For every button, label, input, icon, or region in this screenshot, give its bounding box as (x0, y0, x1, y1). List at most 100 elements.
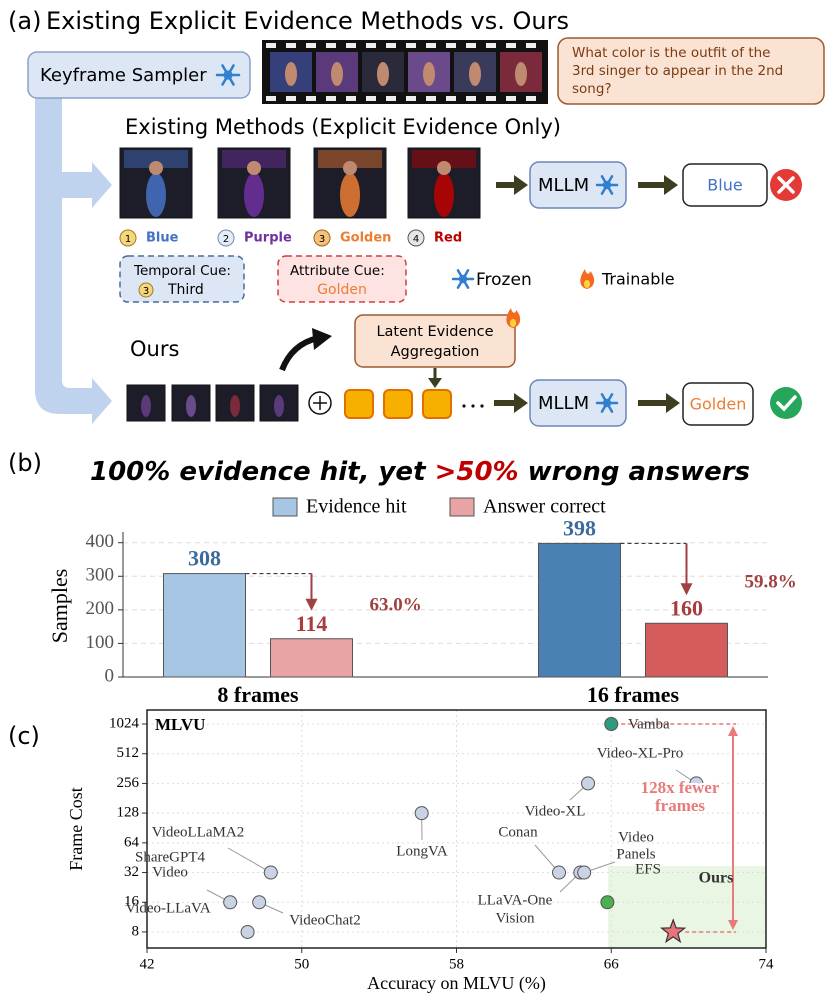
chart-title: 100% evidence hit, yet >50% wrong answer… (90, 457, 750, 487)
y-tick-label: 256 (117, 775, 140, 791)
film-figure (423, 62, 435, 86)
mllm-box (529, 379, 627, 427)
film-figure (285, 62, 297, 86)
plot-frame (146, 709, 767, 949)
value-label: 114 (296, 611, 328, 636)
leader-line (227, 847, 272, 873)
annotation-arrow-head (728, 919, 738, 930)
answer-correct: Golden (690, 395, 747, 414)
y-axis-label: Frame Cost (66, 787, 86, 871)
fire-icon (506, 308, 521, 328)
answer-box (682, 163, 768, 207)
point-label: Video-XL (525, 803, 586, 819)
medal (407, 229, 425, 247)
keyframe-light (412, 150, 476, 168)
bar (538, 542, 621, 678)
point (252, 895, 267, 910)
drop-arrow-head (680, 583, 693, 596)
question-line: 3rd singer to appear in the 2nd (572, 63, 783, 79)
attribute-cue-value: Golden (317, 282, 367, 298)
medal-number: 1 (125, 234, 131, 245)
sprocket (266, 43, 276, 48)
point-label: Vamba (628, 716, 670, 732)
sampler-box (27, 51, 251, 99)
sprocket (286, 96, 296, 101)
x-tick-label: 8 frames (217, 682, 299, 707)
ours-frame-figure (141, 395, 151, 417)
bar (270, 638, 353, 678)
annotation-text: frames (655, 796, 705, 815)
y-axis-label: Samples (47, 569, 72, 644)
film-figure (377, 62, 389, 86)
panel-label: (c) (8, 722, 40, 750)
x-axis-label: Accuracy on MLVU (%) (367, 973, 546, 994)
point-label: Video (618, 829, 654, 845)
y-tick-label: 512 (117, 745, 140, 761)
medal-number: 2 (223, 234, 229, 245)
keyframe-head (343, 161, 357, 175)
sprocket (386, 96, 396, 101)
medal-number: 3 (319, 234, 325, 245)
keyframes: 1 Blue 2 Purple 3 Golden 4 Red (119, 147, 481, 247)
sprocket (426, 43, 436, 48)
sprocket (486, 43, 496, 48)
attribute-cue-box (277, 255, 407, 303)
question-line: What color is the outfit of the (572, 45, 770, 61)
keyframe-singer (244, 173, 264, 217)
point-label: Ours (699, 870, 734, 887)
ellipsis-dot (462, 404, 466, 408)
film-figure (469, 62, 481, 86)
correct-icon (770, 387, 802, 419)
x-tick-label: 16 frames (587, 682, 680, 707)
keyframe-light (222, 150, 286, 168)
temporal-cue-label: Temporal Cue: (133, 263, 231, 279)
point-label: LLaVA-One (478, 892, 553, 908)
bar (163, 573, 246, 678)
point-label: EFS (635, 861, 661, 877)
keyframe-singer (434, 173, 454, 217)
point (581, 776, 596, 791)
keyframe-label: Red (434, 231, 462, 246)
sprocket (526, 96, 536, 101)
point (223, 895, 238, 910)
section-title: Ours (130, 337, 179, 361)
sprocket (406, 96, 416, 101)
y-tick-label: 200 (86, 598, 115, 619)
question-line: song? (572, 81, 612, 97)
point-label: Video-XL-Pro (597, 745, 684, 761)
legend-swatch (272, 497, 298, 517)
keyframe-singer (340, 173, 360, 217)
keyframe-head (437, 161, 451, 175)
arrow-head (514, 393, 528, 413)
bar (645, 622, 728, 678)
curved-arrow (279, 335, 319, 372)
y-tick-label: 1024 (109, 715, 140, 731)
x-tick-label: 74 (759, 956, 775, 972)
snowflake-icon (602, 180, 612, 190)
latent-token (344, 389, 374, 419)
medal (138, 282, 154, 298)
ellipsis-dot (480, 404, 484, 408)
temporal-cue-value: Third (167, 282, 204, 298)
sprocket (386, 43, 396, 48)
latent-token (383, 389, 413, 419)
keyframe-light (124, 150, 188, 168)
medal-number: 3 (143, 286, 149, 297)
latent-label: Latent Evidence (376, 324, 493, 340)
panel-label: (b) (8, 449, 42, 477)
keyframe-label: Golden (340, 231, 391, 246)
y-tick-label: 8 (132, 923, 140, 939)
snowflake-icon (600, 175, 614, 195)
sprocket (306, 43, 316, 48)
snowflake-icon (456, 269, 470, 289)
sprocket (346, 43, 356, 48)
title-part: 100% evidence hit, yet (90, 457, 435, 487)
arrow-head (664, 175, 678, 195)
point (600, 895, 615, 910)
point (263, 865, 278, 880)
attribute-cue-label: Attribute Cue: (290, 263, 385, 279)
medal-number: 4 (413, 234, 419, 245)
keyframe-light (318, 150, 382, 168)
curved-arrow-head (312, 328, 332, 350)
icons (215, 64, 680, 413)
